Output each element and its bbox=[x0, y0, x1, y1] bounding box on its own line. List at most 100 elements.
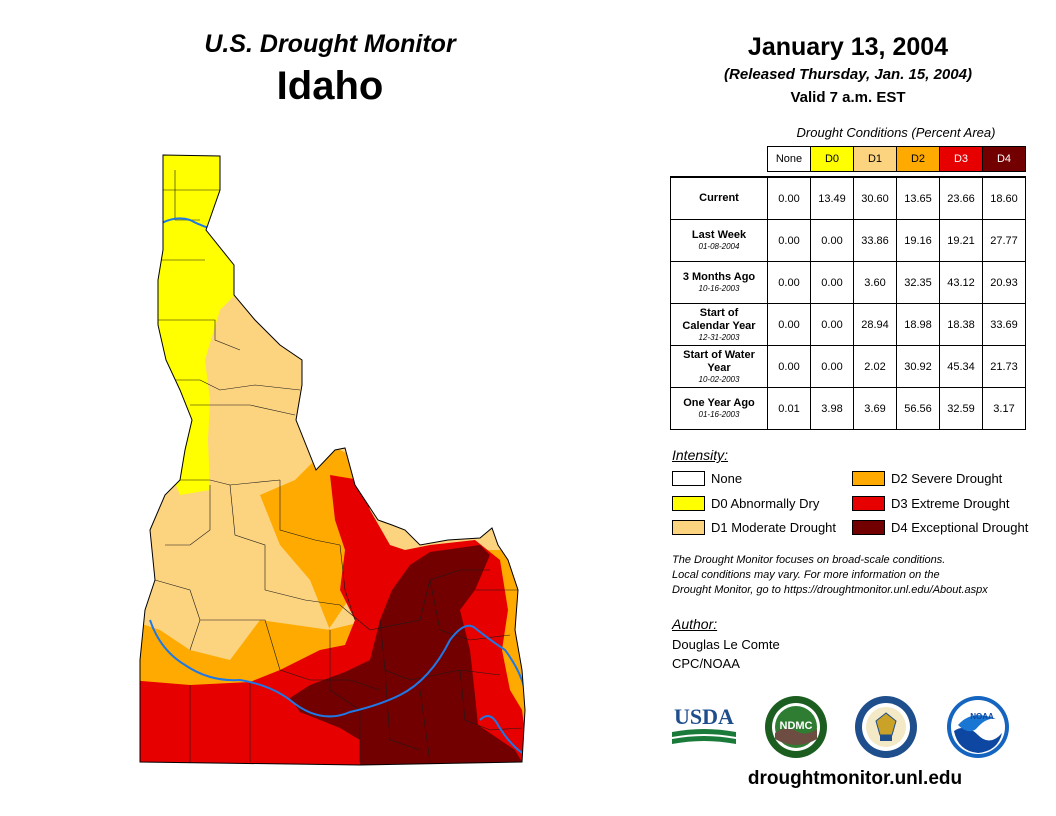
table-cell: 56.56 bbox=[896, 387, 940, 430]
table-cell: 13.49 bbox=[810, 176, 854, 220]
table-cell: 18.38 bbox=[939, 303, 983, 346]
table-cell: 2.02 bbox=[853, 345, 897, 388]
table-cell: 21.73 bbox=[982, 345, 1026, 388]
table-corner bbox=[671, 147, 768, 172]
noaa-logo-text: NOAA bbox=[970, 712, 994, 721]
author-heading: Author: bbox=[672, 616, 718, 632]
table-cell: 3.69 bbox=[853, 387, 897, 430]
state-name: Idaho bbox=[276, 64, 384, 108]
legend-label: D1 Moderate Drought bbox=[711, 520, 837, 535]
legend-label: D4 Exceptional Drought bbox=[891, 520, 1029, 535]
ndmc-logo: NDMC bbox=[765, 696, 827, 758]
idaho-drought-map bbox=[139, 154, 526, 766]
snake-river bbox=[149, 619, 525, 718]
row-label-text: One Year Ago bbox=[683, 397, 755, 409]
note-line: Drought Monitor, go to https://droughtmo… bbox=[672, 584, 988, 596]
drought-statistics-table: None D0 D1 D2 D3 D4 Current 0.00 13.49 30.60 13.65… bbox=[670, 146, 1026, 430]
row-label-text: Current bbox=[699, 192, 739, 204]
table-cell: 33.69 bbox=[982, 303, 1026, 346]
website-url[interactable]: droughtmonitor.unl.edu bbox=[747, 768, 963, 789]
legend-item-none: None bbox=[672, 471, 742, 486]
release-date: (Released Thursday, Jan. 15, 2004) bbox=[724, 66, 972, 83]
table-cell: 28.94 bbox=[853, 303, 897, 346]
row-label-date: 10-02-2003 bbox=[698, 374, 740, 384]
table-cell: 33.86 bbox=[853, 219, 897, 262]
table-cell: 0.00 bbox=[810, 345, 854, 388]
legend-swatch bbox=[852, 471, 885, 486]
legend-item-d2: D2 Severe Drought bbox=[852, 471, 1002, 486]
table-cell: 0.00 bbox=[810, 261, 854, 304]
table-cell: 32.35 bbox=[896, 261, 940, 304]
legend-swatch bbox=[672, 496, 705, 511]
table-cell: 45.34 bbox=[939, 345, 983, 388]
table-cell: 30.60 bbox=[853, 176, 897, 220]
row-label-text: 3 Months Ago bbox=[682, 271, 756, 283]
row-label: Last Week 01-08-2004 bbox=[670, 219, 768, 262]
river-southeast bbox=[479, 715, 525, 756]
row-label-date: 01-08-2004 bbox=[698, 242, 740, 251]
row-label-text: Start of Calendar Year bbox=[682, 306, 756, 332]
author-name: Douglas Le Comte bbox=[672, 637, 780, 652]
table-cell: 0.00 bbox=[767, 176, 811, 220]
table-cell: 13.65 bbox=[896, 176, 940, 220]
table-row: Start of Calendar Year 12-31-2003 0.00 0.00… bbox=[670, 303, 1026, 346]
ndmc-logo-text: NDMC bbox=[780, 720, 813, 732]
table-cell: 20.93 bbox=[982, 261, 1026, 304]
row-label: Start of Calendar Year 12-31-2003 bbox=[670, 303, 768, 346]
legend-label: D3 Extreme Drought bbox=[891, 496, 1010, 511]
legend-item-d1: D1 Moderate Drought bbox=[672, 520, 836, 535]
row-label-date: 12-31-2003 bbox=[698, 332, 740, 342]
legend-item-d0: D0 Abnormally Dry bbox=[672, 496, 819, 511]
county-boundaries bbox=[154, 170, 523, 763]
usda-logo-text: USDA bbox=[674, 704, 734, 729]
table-cell: 30.92 bbox=[896, 345, 940, 388]
legend-title: Intensity: bbox=[672, 447, 729, 463]
table-row: One Year Ago 01-16-2003 0.01 3.98 3.69 56.56 3… bbox=[670, 387, 1026, 430]
table-cell: 3.17 bbox=[982, 387, 1026, 430]
table-cell: 0.00 bbox=[767, 261, 811, 304]
table-cell: 0.00 bbox=[767, 345, 811, 388]
table-cell: 23.66 bbox=[939, 176, 983, 220]
legend-swatch bbox=[672, 520, 705, 535]
legend-swatch bbox=[672, 471, 705, 486]
table-cell: 19.21 bbox=[939, 219, 983, 262]
column-header-d2: D2 bbox=[896, 146, 940, 172]
legend-label: D0 Abnormally Dry bbox=[711, 496, 820, 511]
note-line: Local conditions may vary. For more info… bbox=[672, 569, 940, 581]
legend-swatch bbox=[852, 496, 885, 511]
state-border bbox=[139, 154, 526, 766]
table-cell: 3.98 bbox=[810, 387, 854, 430]
author-organization: CPC/NOAA bbox=[672, 656, 740, 671]
legend-item-d3: D3 Extreme Drought bbox=[852, 496, 1010, 511]
table-cell: 0.00 bbox=[810, 219, 854, 262]
note-line: The Drought Monitor focuses on broad-sca… bbox=[672, 554, 946, 566]
column-header-none: None bbox=[767, 146, 811, 172]
table-cell: 32.59 bbox=[939, 387, 983, 430]
table-cell: 0.00 bbox=[767, 219, 811, 262]
legend-label: D2 Severe Drought bbox=[891, 471, 1003, 486]
row-label: Start of Water Year 10-02-2003 bbox=[670, 345, 768, 388]
table-cell: 3.60 bbox=[853, 261, 897, 304]
table-cell: 19.16 bbox=[896, 219, 940, 262]
table-cell: 27.77 bbox=[982, 219, 1026, 262]
noaa-logo: NOAA bbox=[947, 696, 1009, 758]
table-caption: Drought Conditions (Percent Area) bbox=[796, 125, 996, 140]
row-label: 3 Months Ago 10-16-2003 bbox=[670, 261, 768, 304]
table-row: Start of Water Year 10-02-2003 0.00 0.00 2.0… bbox=[670, 345, 1026, 388]
row-label-date: 01-16-2003 bbox=[698, 410, 740, 419]
valid-time: Valid 7 a.m. EST bbox=[790, 89, 906, 106]
column-header-d1: D1 bbox=[853, 146, 897, 172]
column-header-d3: D3 bbox=[939, 146, 983, 172]
row-label-text: Last Week bbox=[691, 229, 747, 241]
usda-logo: USDA bbox=[672, 704, 736, 744]
table-cell: 43.12 bbox=[939, 261, 983, 304]
row-label-text: Start of Water Year bbox=[683, 348, 755, 374]
row-label-date: 10-16-2003 bbox=[698, 284, 740, 293]
table-cell: 18.60 bbox=[982, 176, 1026, 220]
table-row: Last Week 01-08-2004 0.00 0.00 33.86 19.16 19.… bbox=[670, 219, 1026, 262]
legend-label: None bbox=[711, 471, 743, 486]
row-label: One Year Ago 01-16-2003 bbox=[670, 387, 768, 430]
legend-item-d4: D4 Exceptional Drought bbox=[852, 520, 1028, 535]
map-date: January 13, 2004 bbox=[747, 33, 949, 61]
commerce-seal-logo bbox=[855, 696, 917, 758]
